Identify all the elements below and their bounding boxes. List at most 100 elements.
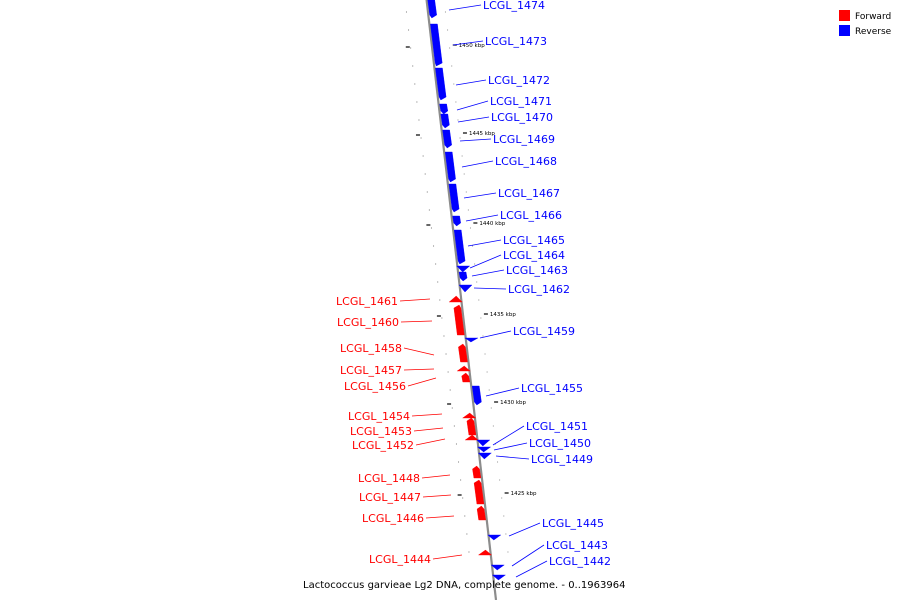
scale-label-1425-kbp: 1425 kbp	[511, 491, 537, 497]
gene-label-lcgl-1474[interactable]: LCGL_1474	[483, 0, 545, 12]
genome-backbone	[425, 0, 498, 600]
gene-label-lcgl-1466[interactable]: LCGL_1466	[500, 209, 562, 222]
gene-arrow-lcgl-1466[interactable]	[452, 215, 461, 227]
gene-arrow-lcgl-1452[interactable]	[464, 434, 479, 441]
leader-line-lcgl-1446	[425, 515, 455, 519]
gene-arrow-lcgl-1467[interactable]	[448, 183, 460, 213]
scale-label-1450-kbp: 1450 kbp	[459, 43, 485, 49]
leader-line-lcgl-1456	[407, 377, 437, 387]
legend-reverse-label: Reverse	[855, 27, 892, 37]
leader-line-lcgl-1447	[422, 494, 452, 498]
leader-line-lcgl-1451	[492, 425, 525, 446]
gene-label-lcgl-1460[interactable]: LCGL_1460	[337, 316, 399, 329]
gene-label-lcgl-1467[interactable]: LCGL_1467	[498, 187, 560, 200]
leader-line-lcgl-1455	[485, 387, 520, 397]
gene-arrow-lcgl-1449[interactable]	[477, 452, 492, 460]
gene-label-lcgl-1456[interactable]: LCGL_1456	[344, 380, 406, 393]
gene-label-lcgl-1451[interactable]: LCGL_1451	[526, 420, 588, 433]
legend-forward-label: Forward	[855, 12, 891, 22]
gene-label-lcgl-1461[interactable]: LCGL_1461	[336, 295, 398, 308]
gene-label-lcgl-1462[interactable]: LCGL_1462	[508, 283, 570, 296]
gene-label-lcgl-1447[interactable]: LCGL_1447	[359, 491, 421, 504]
leader-line-lcgl-1465	[467, 239, 502, 247]
gene-label-lcgl-1472[interactable]: LCGL_1472	[488, 74, 550, 87]
gene-arrow-lcgl-1457[interactable]	[456, 365, 471, 372]
gene-label-lcgl-1454[interactable]: LCGL_1454	[348, 410, 410, 423]
gene-arrow-lcgl-1444[interactable]	[477, 549, 493, 556]
scale-label-1435-kbp: 1435 kbp	[490, 312, 516, 318]
gene-label-lcgl-1453[interactable]: LCGL_1453	[350, 425, 412, 438]
gene-arrow-lcgl-1447[interactable]	[473, 479, 485, 505]
leader-line-lcgl-1472	[455, 79, 487, 86]
legend-reverse-swatch	[839, 25, 850, 36]
gene-label-lcgl-1448[interactable]: LCGL_1448	[358, 472, 420, 485]
gene-arrow-lcgl-1443[interactable]	[490, 564, 505, 571]
gene-arrow-lcgl-1448[interactable]	[472, 465, 482, 479]
leader-line-lcgl-1463	[471, 269, 505, 277]
leader-line-lcgl-1466	[465, 214, 499, 222]
gene-label-lcgl-1443[interactable]: LCGL_1443	[546, 539, 608, 552]
gene-label-lcgl-1471[interactable]: LCGL_1471	[490, 95, 552, 108]
gene-arrow-lcgl-1460[interactable]	[453, 304, 465, 336]
leader-line-lcgl-1448	[421, 474, 451, 479]
leader-line-lcgl-1445	[508, 522, 541, 537]
gene-arrow-lcgl-1463[interactable]	[458, 271, 468, 282]
scale-label-1430-kbp: 1430 kbp	[500, 400, 526, 406]
legend: Forward Reverse	[839, 10, 892, 37]
gene-arrow-lcgl-1459[interactable]	[464, 337, 479, 343]
gene-label-lcgl-1445[interactable]: LCGL_1445	[542, 517, 604, 530]
gene-label-lcgl-1444[interactable]: LCGL_1444	[369, 553, 431, 566]
leader-line-lcgl-1468	[461, 160, 494, 168]
gene-label-lcgl-1473[interactable]: LCGL_1473	[485, 35, 547, 48]
scale-label-1445-kbp: 1445 kbp	[469, 131, 495, 137]
gene-label-lcgl-1465[interactable]: LCGL_1465	[503, 234, 565, 247]
major-ticks: 1450 kbp 1445 kbp 1440 kbp 1435 kbp 1430 kbp…	[405, 43, 537, 497]
leader-line-lcgl-1467	[463, 192, 497, 199]
gene-label-lcgl-1455[interactable]: LCGL_1455	[521, 382, 583, 395]
leader-line-lcgl-1458	[403, 347, 435, 356]
gene-label-lcgl-1469[interactable]: LCGL_1469	[493, 133, 555, 146]
leader-line-lcgl-1452	[415, 438, 446, 446]
gene-arrow-lcgl-1461[interactable]	[448, 295, 463, 303]
gene-label-lcgl-1449[interactable]: LCGL_1449	[531, 453, 593, 466]
gene-arrow-lcgl-1468[interactable]	[444, 151, 456, 183]
gene-arrow-lcgl-1446[interactable]	[476, 505, 486, 521]
gene-arrow-lcgl-1465[interactable]	[453, 229, 466, 265]
leader-line-lcgl-1461	[399, 298, 431, 302]
gene-arrow-lcgl-1456[interactable]	[461, 372, 471, 383]
leader-line-lcgl-1449	[495, 455, 530, 460]
gene-arrow-lcgl-1473[interactable]	[430, 23, 443, 67]
gene-label-lcgl-1468[interactable]: LCGL_1468	[495, 155, 557, 168]
gene-label-lcgl-1457[interactable]: LCGL_1457	[340, 364, 402, 377]
gene-arrow-lcgl-1454[interactable]	[462, 412, 477, 419]
gene-arrow-lcgl-1455[interactable]	[471, 385, 482, 406]
gene-label-lcgl-1452[interactable]: LCGL_1452	[352, 439, 414, 452]
leader-line-lcgl-1462	[473, 287, 507, 290]
gene-arrow-lcgl-1469[interactable]	[442, 129, 452, 149]
gene-arrow-lcgl-1464[interactable]	[456, 265, 471, 273]
gene-label-lcgl-1446[interactable]: LCGL_1446	[362, 512, 424, 525]
gene-label-lcgl-1459[interactable]: LCGL_1459	[513, 325, 575, 338]
gene-arrow-lcgl-1462[interactable]	[458, 284, 473, 293]
leader-line-lcgl-1473	[452, 40, 484, 46]
gene-arrow-lcgl-1471[interactable]	[439, 103, 449, 115]
gene-arrow-lcgl-1474[interactable]	[427, 0, 437, 19]
gene-arrow-lcgl-1445[interactable]	[487, 534, 502, 541]
gene-arrow-lcgl-1451[interactable]	[476, 439, 491, 447]
leader-line-lcgl-1453	[413, 427, 444, 432]
gene-arrow-lcgl-1458[interactable]	[458, 343, 468, 363]
gene-label-lcgl-1450[interactable]: LCGL_1450	[529, 437, 591, 450]
gene-arrow-lcgl-1442[interactable]	[491, 574, 507, 581]
gene-features	[427, 0, 507, 581]
gene-label-lcgl-1442[interactable]: LCGL_1442	[549, 555, 611, 568]
leader-line-lcgl-1469	[459, 138, 492, 142]
gene-label-lcgl-1458[interactable]: LCGL_1458	[340, 342, 402, 355]
gene-label-lcgl-1463[interactable]: LCGL_1463	[506, 264, 568, 277]
gene-arrow-lcgl-1450[interactable]	[477, 446, 492, 453]
gene-arrow-lcgl-1470[interactable]	[440, 113, 450, 129]
gene-label-lcgl-1470[interactable]: LCGL_1470	[491, 111, 553, 124]
gene-label-lcgl-1464[interactable]: LCGL_1464	[503, 249, 565, 262]
leader-line-lcgl-1470	[457, 116, 490, 123]
gene-arrow-lcgl-1472[interactable]	[435, 67, 447, 101]
